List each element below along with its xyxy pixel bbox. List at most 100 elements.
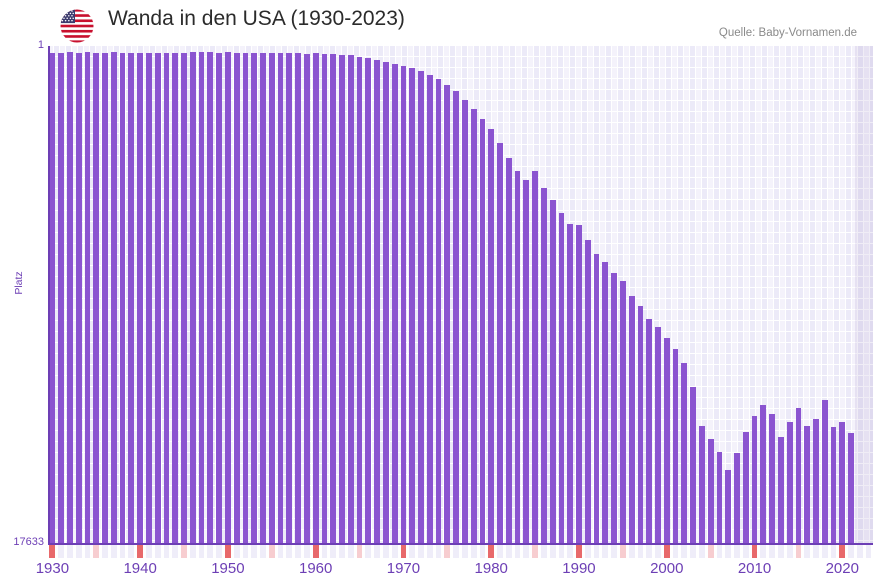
bar[interactable] [461, 99, 468, 545]
bar[interactable] [830, 427, 837, 545]
bar[interactable] [646, 318, 653, 545]
bar[interactable] [67, 52, 73, 545]
bar[interactable] [576, 225, 582, 545]
bar[interactable] [681, 362, 688, 545]
bar[interactable] [611, 272, 617, 545]
bar[interactable] [198, 52, 205, 545]
bar[interactable] [207, 52, 214, 545]
bar[interactable] [488, 128, 495, 545]
bar[interactable] [260, 53, 266, 545]
bar[interactable] [514, 171, 521, 545]
bar[interactable] [102, 52, 108, 545]
bar[interactable] [347, 55, 354, 545]
bar[interactable] [49, 53, 56, 545]
bar[interactable] [813, 418, 819, 545]
bar[interactable] [277, 53, 284, 545]
bar[interactable] [356, 56, 363, 545]
bar[interactable] [409, 67, 416, 545]
bar[interactable] [725, 470, 732, 545]
bar[interactable] [655, 326, 661, 545]
bar[interactable] [742, 432, 749, 545]
x-tickmark-minor [567, 545, 574, 558]
bar[interactable] [558, 212, 565, 545]
x-tickmark-minor [593, 545, 600, 558]
bar[interactable] [312, 53, 319, 545]
bar[interactable] [444, 84, 451, 545]
bar[interactable] [532, 170, 538, 545]
bar[interactable] [365, 58, 372, 545]
bar[interactable] [777, 437, 784, 545]
bar[interactable] [821, 400, 828, 545]
bar[interactable] [321, 53, 328, 545]
bar[interactable] [769, 414, 775, 545]
bar[interactable] [110, 52, 117, 545]
bar[interactable] [137, 52, 144, 545]
bar[interactable] [339, 54, 345, 545]
x-tickmark-minor [848, 545, 854, 558]
bar[interactable] [75, 52, 82, 545]
bar[interactable] [242, 52, 249, 545]
bar[interactable] [549, 199, 556, 545]
bar[interactable] [716, 452, 723, 545]
bar[interactable] [163, 53, 170, 545]
x-tickmark-minor [260, 545, 266, 558]
bar[interactable] [672, 348, 679, 545]
bar[interactable] [637, 306, 644, 545]
bar[interactable] [189, 52, 196, 545]
bar[interactable] [795, 407, 802, 545]
bar[interactable] [839, 421, 846, 545]
bar[interactable] [383, 62, 389, 545]
bar[interactable] [804, 425, 811, 545]
x-tickmark-minor [813, 545, 819, 558]
bar[interactable] [251, 52, 258, 545]
bar[interactable] [698, 426, 705, 545]
bar[interactable] [330, 54, 337, 545]
bar[interactable] [602, 262, 609, 545]
bar[interactable] [523, 179, 530, 545]
bar[interactable] [216, 52, 223, 545]
x-tickmark-minor [435, 545, 442, 558]
bar[interactable] [172, 52, 179, 545]
bar[interactable] [479, 118, 486, 545]
bar[interactable] [146, 52, 152, 545]
bar[interactable] [760, 405, 767, 545]
bar[interactable] [497, 142, 503, 545]
bar[interactable] [505, 158, 512, 545]
bar[interactable] [707, 438, 714, 545]
bar[interactable] [391, 64, 398, 545]
bar[interactable] [619, 280, 626, 545]
bar[interactable] [453, 90, 459, 545]
bar[interactable] [374, 60, 380, 545]
bar[interactable] [584, 239, 591, 545]
bar[interactable] [304, 53, 310, 545]
bar[interactable] [181, 52, 187, 545]
bar[interactable] [593, 253, 600, 545]
bar[interactable] [119, 52, 126, 545]
bar[interactable] [128, 52, 135, 545]
x-tickmark-decade [312, 545, 319, 558]
bar[interactable] [225, 52, 231, 545]
bar[interactable] [567, 223, 574, 545]
bar[interactable] [286, 53, 293, 545]
bar[interactable] [690, 386, 696, 545]
bar[interactable] [93, 52, 100, 545]
bar[interactable] [470, 109, 477, 545]
bar[interactable] [751, 416, 758, 545]
bar[interactable] [426, 74, 433, 545]
x-tickmark-minor [734, 545, 740, 558]
bar[interactable] [540, 187, 547, 545]
bar[interactable] [268, 53, 275, 545]
bar[interactable] [295, 53, 302, 545]
bar[interactable] [84, 52, 91, 545]
bar[interactable] [628, 296, 635, 545]
bar[interactable] [848, 432, 854, 545]
bar[interactable] [663, 338, 670, 545]
bar[interactable] [418, 71, 424, 545]
bar[interactable] [786, 421, 793, 545]
bar[interactable] [233, 52, 240, 545]
bar[interactable] [400, 65, 407, 545]
bar[interactable] [154, 52, 161, 545]
bar[interactable] [734, 452, 740, 545]
bar[interactable] [58, 52, 65, 545]
bar[interactable] [435, 79, 442, 545]
